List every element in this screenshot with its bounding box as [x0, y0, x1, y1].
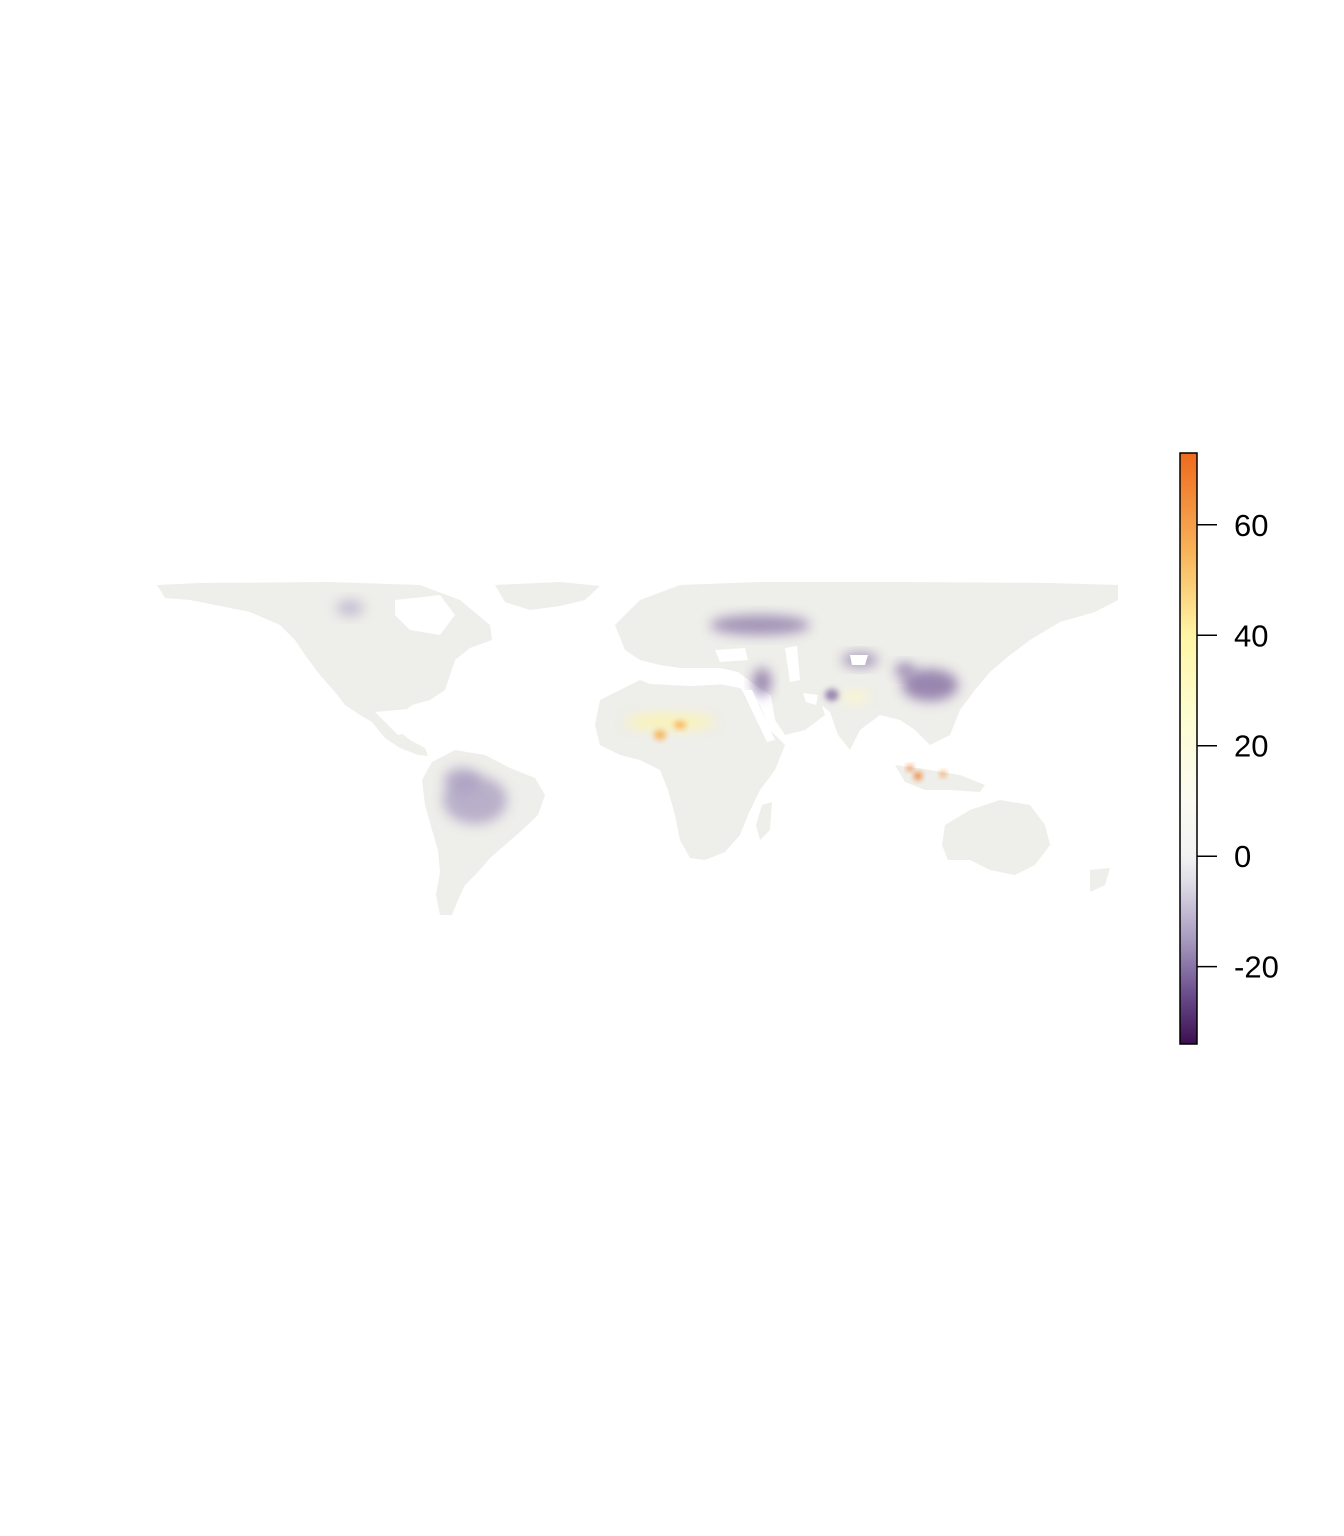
borneo-hotspot — [940, 771, 946, 777]
sumatra-java-hotspot — [914, 772, 922, 780]
south-america-landmass — [422, 750, 545, 915]
west-africa-hotspot — [674, 721, 686, 729]
greenland-landmass — [495, 582, 600, 610]
west-africa-hotspot — [654, 730, 666, 740]
legend-tick-label: 40 — [1234, 618, 1268, 653]
indonesia-landmass — [895, 765, 985, 792]
black-sea-water — [715, 648, 748, 662]
legend-tick-label: 20 — [1234, 729, 1268, 764]
bay-of-bengal-water — [855, 735, 895, 770]
legend-ticks: 60 40 20 0 -20 — [1197, 508, 1279, 985]
color-legend: 60 40 20 0 -20 — [1179, 452, 1279, 1045]
hudson-bay-water — [395, 595, 455, 635]
water-bodies — [375, 595, 895, 770]
legend-colorbar — [1179, 452, 1198, 1045]
australia-landmass — [942, 800, 1050, 875]
lake-baikal-water — [850, 655, 868, 665]
legend-tick-label: 0 — [1234, 839, 1251, 874]
legend-tick-label: 60 — [1234, 508, 1268, 543]
caspian-water — [785, 646, 800, 682]
sumatra-java-hotspot — [907, 765, 913, 771]
eastern-china-negative — [902, 669, 958, 701]
central-north-america-negative — [336, 600, 364, 616]
black-sea-caspian-negative — [753, 668, 771, 696]
persian-gulf-water — [803, 693, 818, 705]
amazon-basin-negative — [444, 768, 480, 792]
new-zealand-landmass — [1090, 868, 1110, 892]
madagascar-landmass — [756, 802, 772, 840]
central-america-landmass — [372, 722, 428, 756]
land-masses — [157, 582, 1118, 915]
red-sea-water — [742, 690, 775, 742]
eastern-china-negative — [895, 663, 915, 677]
legend-tick-label: -20 — [1234, 950, 1279, 985]
world-map — [157, 582, 1118, 915]
mediterranean-water — [620, 668, 735, 686]
gulf-of-mexico-water — [375, 708, 428, 735]
sahel-positive — [625, 714, 715, 730]
black-sea-caspian-negative — [825, 689, 839, 701]
central-asia-negative — [710, 615, 810, 635]
arabia-positive — [841, 691, 869, 703]
